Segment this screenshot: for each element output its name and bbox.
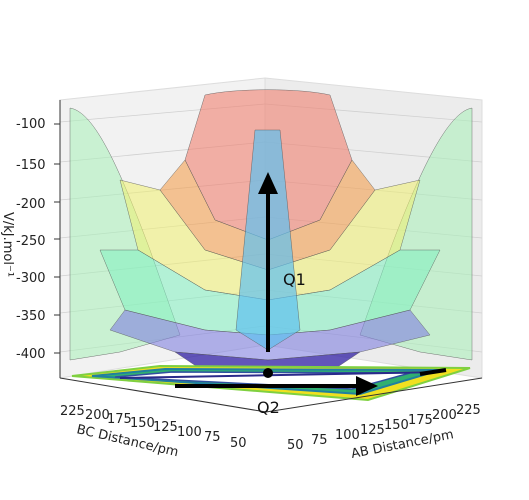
ab-tick-label: 175 — [408, 413, 433, 428]
ab-tick-label: 125 — [360, 423, 385, 438]
ab-tick-label: 75 — [311, 433, 328, 448]
z-tick-label: -300 — [16, 271, 46, 286]
saddle-point-marker — [263, 368, 273, 378]
floor-valley-line — [119, 371, 441, 379]
z-axis-title: V/kJ.mol⁻¹ — [0, 212, 15, 277]
bc-tick-label: 50 — [230, 436, 247, 451]
z-tick-label: -150 — [16, 158, 46, 173]
bc-tick-label: 125 — [153, 420, 178, 435]
z-tick-label: -350 — [16, 309, 46, 324]
bc-tick-label: 200 — [85, 408, 110, 423]
z-axis-ticks: -100 -150 -200 -250 -300 -350 -400 — [16, 117, 60, 362]
ab-tick-label: 225 — [456, 403, 481, 418]
z-tick-label: -400 — [16, 347, 46, 362]
ab-tick-label: 200 — [432, 408, 457, 423]
bc-tick-label: 175 — [107, 412, 132, 427]
z-tick-label: -200 — [16, 197, 46, 212]
q2-label: Q2 — [257, 398, 280, 417]
bc-tick-label: 225 — [60, 404, 85, 419]
q2-arrow — [175, 368, 447, 396]
bc-tick-label: 150 — [130, 416, 155, 431]
z-tick-label: -100 — [16, 117, 46, 132]
q1-arrow — [258, 172, 278, 352]
ab-tick-label: 100 — [335, 428, 360, 443]
ab-tick-label: 50 — [287, 438, 304, 453]
bc-tick-label: 100 — [177, 425, 202, 440]
bc-tick-label: 75 — [204, 430, 221, 445]
q1-label: Q1 — [283, 270, 306, 289]
ab-tick-label: 150 — [384, 418, 409, 433]
bc-axis-ticks: 225 200 175 150 125 100 75 50 — [60, 404, 247, 451]
ab-axis-ticks: 50 75 100 125 150 175 200 225 — [287, 403, 481, 453]
z-tick-label: -250 — [16, 234, 46, 249]
